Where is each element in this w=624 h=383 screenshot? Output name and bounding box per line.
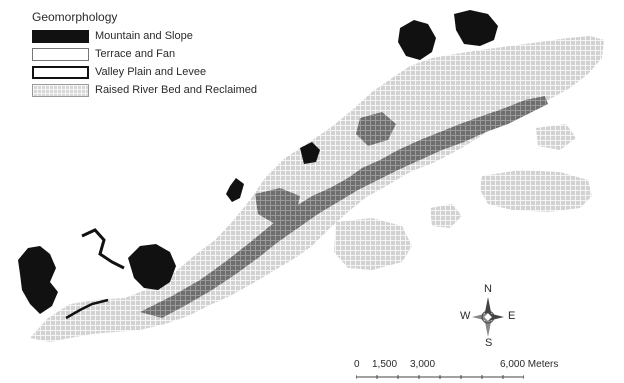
reclaimed-patch	[480, 170, 592, 212]
legend-item-mountain: Mountain and Slope	[32, 27, 257, 45]
legend-item-raised: Raised River Bed and Reclaimed	[32, 81, 257, 99]
scale-label: 6,000 Meters	[500, 359, 559, 370]
reclaimed-patch	[334, 218, 412, 270]
north-label: N	[484, 283, 492, 295]
mountain-area	[226, 178, 244, 202]
compass-rose-icon	[472, 297, 504, 337]
legend-label: Terrace and Fan	[95, 48, 176, 60]
mountain-area	[128, 244, 176, 290]
legend-item-terrace: Terrace and Fan	[32, 45, 257, 63]
mountain-stream	[81, 228, 125, 270]
west-label: W	[460, 310, 471, 322]
mountain-area	[454, 10, 498, 46]
valley-plain-area	[356, 112, 396, 146]
raised-river-bed-area	[30, 36, 604, 342]
scale-label: 1,500	[372, 359, 398, 370]
east-label: E	[508, 310, 516, 322]
scale-label: 3,000	[410, 359, 436, 370]
mountain-area	[300, 142, 320, 164]
legend-label: Mountain and Slope	[95, 30, 193, 42]
scale-label: 0	[354, 359, 360, 370]
legend-label: Raised River Bed and Reclaimed	[95, 84, 258, 96]
reclaimed-patch	[536, 124, 576, 150]
mountain-area	[398, 20, 436, 60]
legend-swatch	[32, 47, 89, 61]
legend-swatch	[32, 29, 89, 43]
legend-title: Geomorphology	[32, 10, 118, 24]
mountain-area	[18, 246, 58, 314]
legend-swatch	[32, 83, 89, 97]
mountain-stream	[65, 298, 109, 320]
north-arrow: N S W E	[458, 283, 518, 349]
legend-swatch	[32, 65, 89, 79]
valley-plain-area	[255, 188, 300, 224]
legend-label: Valley Plain and Levee	[95, 66, 207, 78]
legend-item-valley: Valley Plain and Levee	[32, 63, 257, 81]
valley-plain-area	[140, 96, 548, 318]
reclaimed-patch	[430, 204, 462, 228]
south-label: S	[485, 337, 493, 349]
legend: Geomorphology Mountain and Slope Terrace…	[32, 10, 257, 99]
scale-graduation	[356, 375, 524, 379]
scale-bar: 0 1,500 3,000 6,000 Meters	[346, 359, 616, 381]
